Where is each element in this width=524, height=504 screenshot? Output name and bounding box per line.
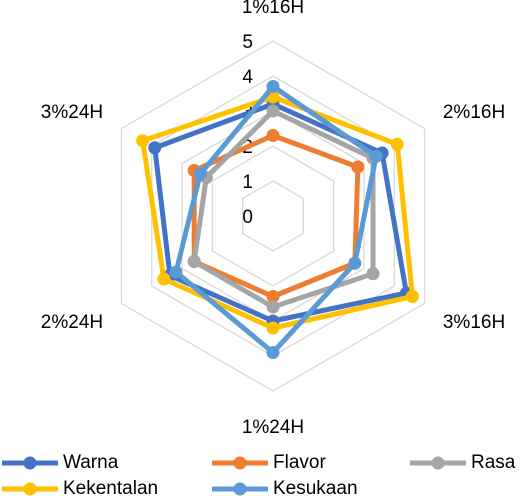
- legend-swatch: [212, 456, 268, 470]
- data-point: [266, 300, 280, 314]
- data-point: [366, 267, 380, 281]
- tick-label: 1: [242, 172, 253, 193]
- data-point: [169, 265, 183, 279]
- category-label: 1%16H: [242, 0, 304, 18]
- category-label: 3%16H: [443, 312, 505, 333]
- tick-label: 0: [242, 207, 253, 228]
- legend-label: Flavor: [273, 452, 326, 473]
- legend: Warna Flavor Rasa Kekentalan Kesukaan: [0, 452, 524, 504]
- data-point: [348, 256, 362, 270]
- legend-item: Kekentalan: [0, 478, 158, 500]
- legend-label: Kesukaan: [273, 478, 358, 499]
- data-point: [369, 150, 383, 163]
- grid-ring: [120, 40, 426, 392]
- data-point: [266, 129, 280, 142]
- grid-ring: [211, 145, 335, 287]
- series-layer: [136, 80, 419, 359]
- category-label: 2%24H: [41, 312, 103, 333]
- category-label: 3%24H: [41, 102, 103, 123]
- data-point: [193, 167, 207, 181]
- data-point: [266, 346, 280, 359]
- legend-swatch: [2, 482, 58, 496]
- data-point: [266, 80, 280, 93]
- legend-swatch: [2, 456, 58, 470]
- data-point: [157, 272, 171, 286]
- legend-item: Rasa: [408, 452, 515, 474]
- data-point: [266, 104, 280, 118]
- legend-item: Flavor: [210, 452, 326, 474]
- category-label: 1%24H: [242, 417, 304, 438]
- data-point: [390, 137, 404, 151]
- data-point: [405, 290, 419, 303]
- tick-label: 4: [242, 67, 253, 88]
- tick-label: 5: [242, 32, 253, 53]
- data-point: [266, 321, 280, 335]
- legend-swatch: [212, 482, 268, 496]
- legend-label: Rasa: [471, 452, 516, 473]
- data-point: [187, 255, 201, 268]
- legend-item: Warna: [0, 452, 118, 474]
- category-label: 2%16H: [443, 102, 505, 123]
- data-point: [266, 290, 280, 303]
- data-point: [148, 141, 162, 155]
- data-point: [351, 160, 365, 174]
- grid-ring: [242, 180, 304, 252]
- legend-swatch: [410, 456, 466, 470]
- legend-item: Kesukaan: [210, 478, 358, 500]
- data-point: [136, 134, 150, 148]
- legend-label: Warna: [63, 452, 119, 473]
- category-labels: 1%16H 2%16H 3%16H 1%24H 2%24H 3%24H: [41, 0, 505, 438]
- legend-label: Kekentalan: [63, 478, 159, 499]
